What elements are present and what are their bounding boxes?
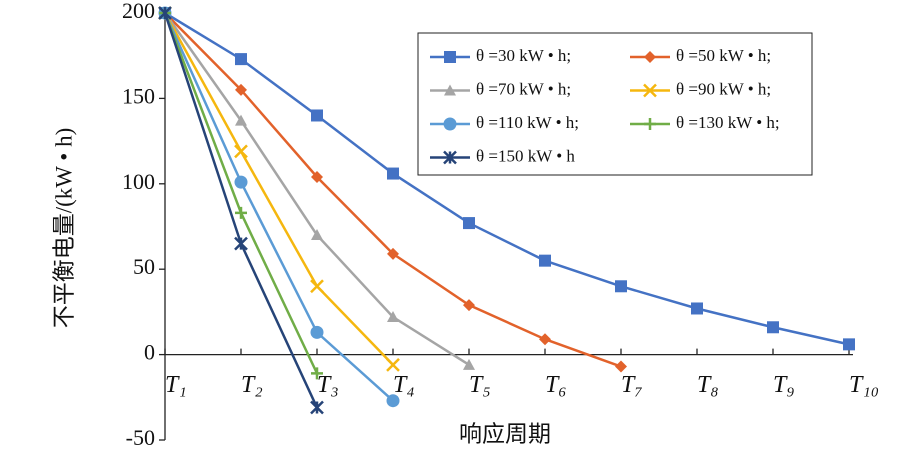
y-tick-label: 100 [122, 169, 155, 194]
marker [235, 114, 247, 126]
marker [235, 206, 247, 219]
legend-label: θ =90 kW • h; [676, 79, 771, 98]
marker [443, 150, 457, 165]
marker [311, 229, 323, 241]
marker [643, 83, 657, 98]
marker [234, 236, 248, 251]
marker [235, 83, 247, 96]
marker [386, 394, 400, 408]
series-line [163, 12, 319, 374]
legend-label: θ =50 kW • h; [676, 46, 771, 65]
legend-label: θ =30 kW • h; [476, 46, 571, 65]
legend-label: θ =130 kW • h; [676, 113, 780, 132]
x-tick-label: T₉ [773, 372, 795, 398]
marker [311, 109, 323, 122]
y-tick-label: 200 [122, 0, 155, 23]
y-axis-label: 不平衡电量/(kW • h) [51, 128, 76, 329]
x-tick-label: T₅ [469, 372, 491, 398]
x-tick-label: T₁ [165, 372, 187, 398]
marker [387, 247, 399, 260]
y-tick-label: -50 [126, 425, 155, 450]
y-tick-label: 50 [133, 254, 155, 279]
marker [310, 279, 324, 294]
marker [310, 400, 324, 415]
x-tick-label: T₃ [317, 372, 339, 398]
x-tick-label: T₁₀ [849, 372, 879, 398]
marker [843, 338, 855, 351]
marker [444, 84, 456, 96]
x-tick-label: T₄ [393, 372, 415, 398]
x-tick-label: T₂ [241, 372, 263, 398]
marker [691, 302, 703, 315]
marker [539, 254, 551, 267]
marker [444, 51, 456, 63]
y-tick-label: 150 [122, 83, 155, 108]
legend-label: θ =110 kW • h; [476, 113, 579, 132]
series-line [163, 12, 394, 366]
x-tick-label: T₆ [545, 372, 567, 398]
marker [767, 321, 779, 334]
marker [158, 6, 172, 20]
marker [463, 299, 475, 312]
marker [235, 53, 247, 66]
x-tick-label: T₇ [621, 372, 643, 398]
marker [234, 175, 248, 189]
marker [311, 367, 323, 380]
marker [311, 170, 323, 183]
marker [387, 311, 399, 323]
marker [644, 51, 656, 63]
x-axis-label: 响应周期 [459, 421, 551, 446]
marker [386, 357, 400, 372]
marker [615, 280, 627, 293]
legend-label: θ =70 kW • h; [476, 79, 571, 98]
legend-label: θ =150 kW • h [476, 146, 575, 165]
marker [310, 325, 324, 339]
marker [443, 117, 457, 131]
series-line [164, 11, 850, 346]
marker [615, 360, 627, 373]
marker [463, 217, 475, 230]
marker [644, 118, 656, 130]
y-tick-label: 0 [144, 340, 155, 365]
marker [234, 144, 248, 159]
series-line [163, 12, 394, 402]
marker [539, 333, 551, 346]
marker [463, 358, 475, 370]
legend-box [417, 32, 813, 176]
marker [387, 167, 399, 180]
x-tick-label: T₈ [697, 372, 719, 398]
